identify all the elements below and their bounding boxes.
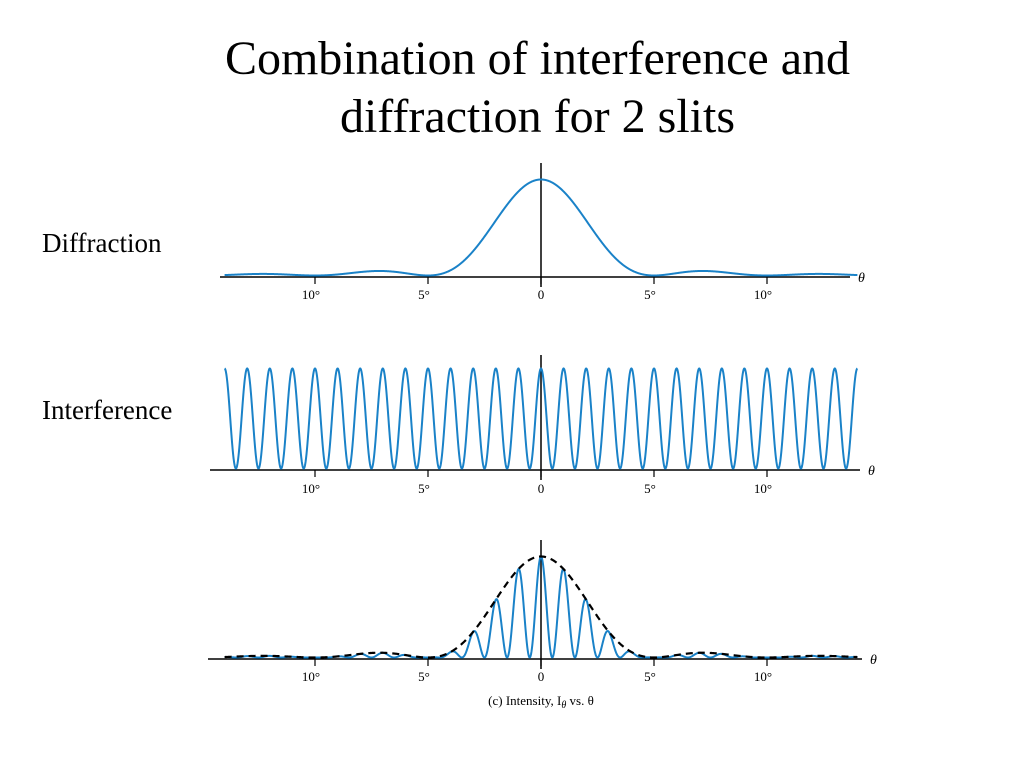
x-tick-label: 10° xyxy=(754,481,772,496)
title-line-1: Combination of interference and xyxy=(224,32,851,85)
x-tick-label: 0 xyxy=(538,481,545,496)
x-tick-label: 10° xyxy=(302,287,320,302)
chart-caption: (c) Intensity, Iθ vs. θ xyxy=(488,693,594,711)
title-line-2: diffraction for 2 slits xyxy=(339,90,736,143)
x-tick-label: 10° xyxy=(754,287,772,302)
x-tick-label: 5° xyxy=(644,287,656,302)
x-axis-label: θ xyxy=(868,464,875,479)
x-tick-label: 5° xyxy=(644,481,656,496)
x-tick-label: 5° xyxy=(418,287,430,302)
x-axis-label: θ xyxy=(870,653,877,668)
slide-title: Combination of interference and diffract… xyxy=(0,30,1024,146)
interference-chart: 10° 5° 0 5° 10° θ xyxy=(210,355,875,496)
envelope-line xyxy=(224,555,858,659)
diffraction-chart: 10° 5° 0 5° 10° θ xyxy=(220,163,865,302)
combined-chart: 10° 5° 0 5° 10° θ (c) Intensity, Iθ vs. θ xyxy=(208,540,877,711)
x-tick-label: 0 xyxy=(538,669,545,684)
x-tick-label: 5° xyxy=(418,669,430,684)
series-line xyxy=(224,178,858,277)
interference-label: Interference xyxy=(42,395,173,425)
x-tick-label: 5° xyxy=(418,481,430,496)
x-tick-label: 10° xyxy=(302,481,320,496)
x-tick-label: 10° xyxy=(302,669,320,684)
x-tick-label: 5° xyxy=(644,669,656,684)
x-tick-label: 10° xyxy=(754,669,772,684)
diffraction-label: Diffraction xyxy=(42,228,162,258)
x-tick-label: 0 xyxy=(538,287,545,302)
series-line xyxy=(224,367,858,470)
x-axis-label: θ xyxy=(858,271,865,286)
